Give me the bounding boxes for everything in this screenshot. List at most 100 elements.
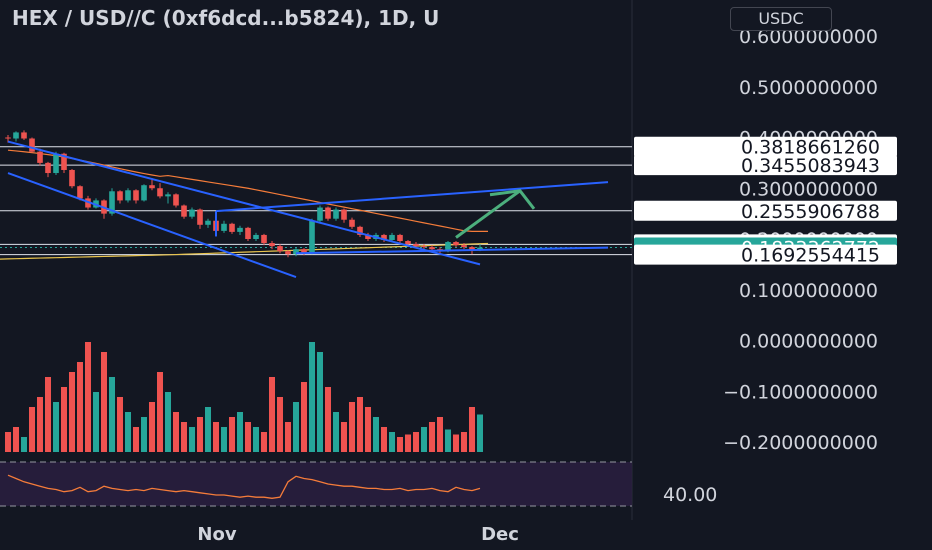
candle-body xyxy=(77,186,83,199)
candle-body xyxy=(181,205,187,217)
volume-bar xyxy=(61,387,67,452)
volume-bar xyxy=(149,402,155,452)
volume-bar xyxy=(357,397,363,452)
y-tick-label: −0.2000000000 xyxy=(723,432,878,454)
candle-body xyxy=(325,207,331,219)
currency-button[interactable]: USDC xyxy=(730,7,832,31)
volume-bar xyxy=(325,387,331,452)
candle-body xyxy=(341,209,347,220)
candle-body xyxy=(413,244,419,247)
candle-body xyxy=(189,209,195,217)
candle-body xyxy=(261,234,267,244)
indicator-line xyxy=(7,474,481,499)
candle-body xyxy=(13,132,19,139)
candle-body xyxy=(285,251,291,255)
volume-bar xyxy=(453,434,459,452)
candle-body xyxy=(301,249,307,254)
candle-body xyxy=(5,137,11,139)
volume-bar xyxy=(285,422,291,452)
candle-body xyxy=(461,245,467,248)
y-tick-label: −0.1000000000 xyxy=(723,381,878,403)
volume-bar xyxy=(421,427,427,452)
candle-body xyxy=(29,138,35,152)
price-level-badge xyxy=(634,200,897,221)
volume-bar xyxy=(173,412,179,452)
moving-average-yellow xyxy=(0,242,489,260)
candle-body xyxy=(357,226,363,235)
candle-body xyxy=(157,188,163,197)
volume-bar xyxy=(277,397,283,452)
price-level-label: 0.3455083943 xyxy=(741,155,880,177)
volume-bar xyxy=(53,402,59,452)
candle-body xyxy=(309,220,315,254)
candle-body xyxy=(37,151,43,163)
volume-bar xyxy=(133,427,139,452)
candle-body xyxy=(293,249,299,255)
candle-body xyxy=(53,153,59,174)
y-tick-label: 0.1000000000 xyxy=(739,280,878,302)
candle-body xyxy=(453,242,459,246)
volume-bar xyxy=(45,377,51,452)
volume-bar xyxy=(181,422,187,452)
y-tick-label: 0.3000000000 xyxy=(739,178,878,200)
volume-bar xyxy=(37,397,43,452)
volume-bar xyxy=(477,414,483,452)
candle-body xyxy=(445,242,451,252)
candle-body xyxy=(469,247,475,251)
channel-lower-line xyxy=(7,172,297,279)
flag-lower-line xyxy=(295,246,609,255)
volume-bar xyxy=(21,437,27,452)
volume-bar xyxy=(13,427,19,452)
candle-body xyxy=(149,185,155,189)
candle-body xyxy=(165,194,171,197)
candle-body xyxy=(389,234,395,241)
candle-body xyxy=(349,219,355,227)
candle-body xyxy=(245,227,251,239)
candle-body xyxy=(405,241,411,245)
candle-body xyxy=(229,223,235,232)
candle-body xyxy=(197,209,203,225)
volume-bar xyxy=(301,382,307,452)
volume-bar xyxy=(405,434,411,452)
y-tick-label: 0.0000000000 xyxy=(739,331,878,353)
volume-bar xyxy=(293,402,299,452)
candle-body xyxy=(397,234,403,242)
candle-body xyxy=(125,190,131,201)
candle-body xyxy=(109,191,115,214)
volume-bar xyxy=(269,377,275,452)
candle-body xyxy=(269,243,275,247)
volume-bar xyxy=(229,417,235,452)
price-level-badge xyxy=(634,155,897,176)
volume-bar xyxy=(205,407,211,452)
volume-bar xyxy=(221,427,227,452)
candle-body xyxy=(45,162,51,174)
volume-bar xyxy=(213,422,219,452)
candle-body xyxy=(333,209,339,219)
volume-bar xyxy=(413,432,419,452)
y-tick-label: 0.5000000000 xyxy=(739,77,878,99)
volume-bar xyxy=(101,352,107,452)
volume-bar xyxy=(341,422,347,452)
candle-body xyxy=(205,220,211,225)
volume-bar xyxy=(349,402,355,452)
breakout-arrow-head xyxy=(489,189,536,210)
volume-bar xyxy=(437,417,443,452)
candle-body xyxy=(21,132,27,139)
volume-bar xyxy=(381,427,387,452)
volume-bar xyxy=(445,429,451,452)
volume-bar xyxy=(125,412,131,452)
volume-bar xyxy=(165,392,171,452)
candle-body xyxy=(61,153,67,170)
candle-body xyxy=(117,191,123,201)
volume-bar xyxy=(469,407,475,452)
candle-body xyxy=(221,223,227,231)
volume-bar xyxy=(461,432,467,452)
candle-body xyxy=(317,207,323,221)
volume-bar xyxy=(261,432,267,452)
indicator-pane-bg xyxy=(0,462,632,506)
volume-bar xyxy=(77,362,83,452)
candle-body xyxy=(477,247,483,251)
price-level-badge xyxy=(634,244,897,265)
